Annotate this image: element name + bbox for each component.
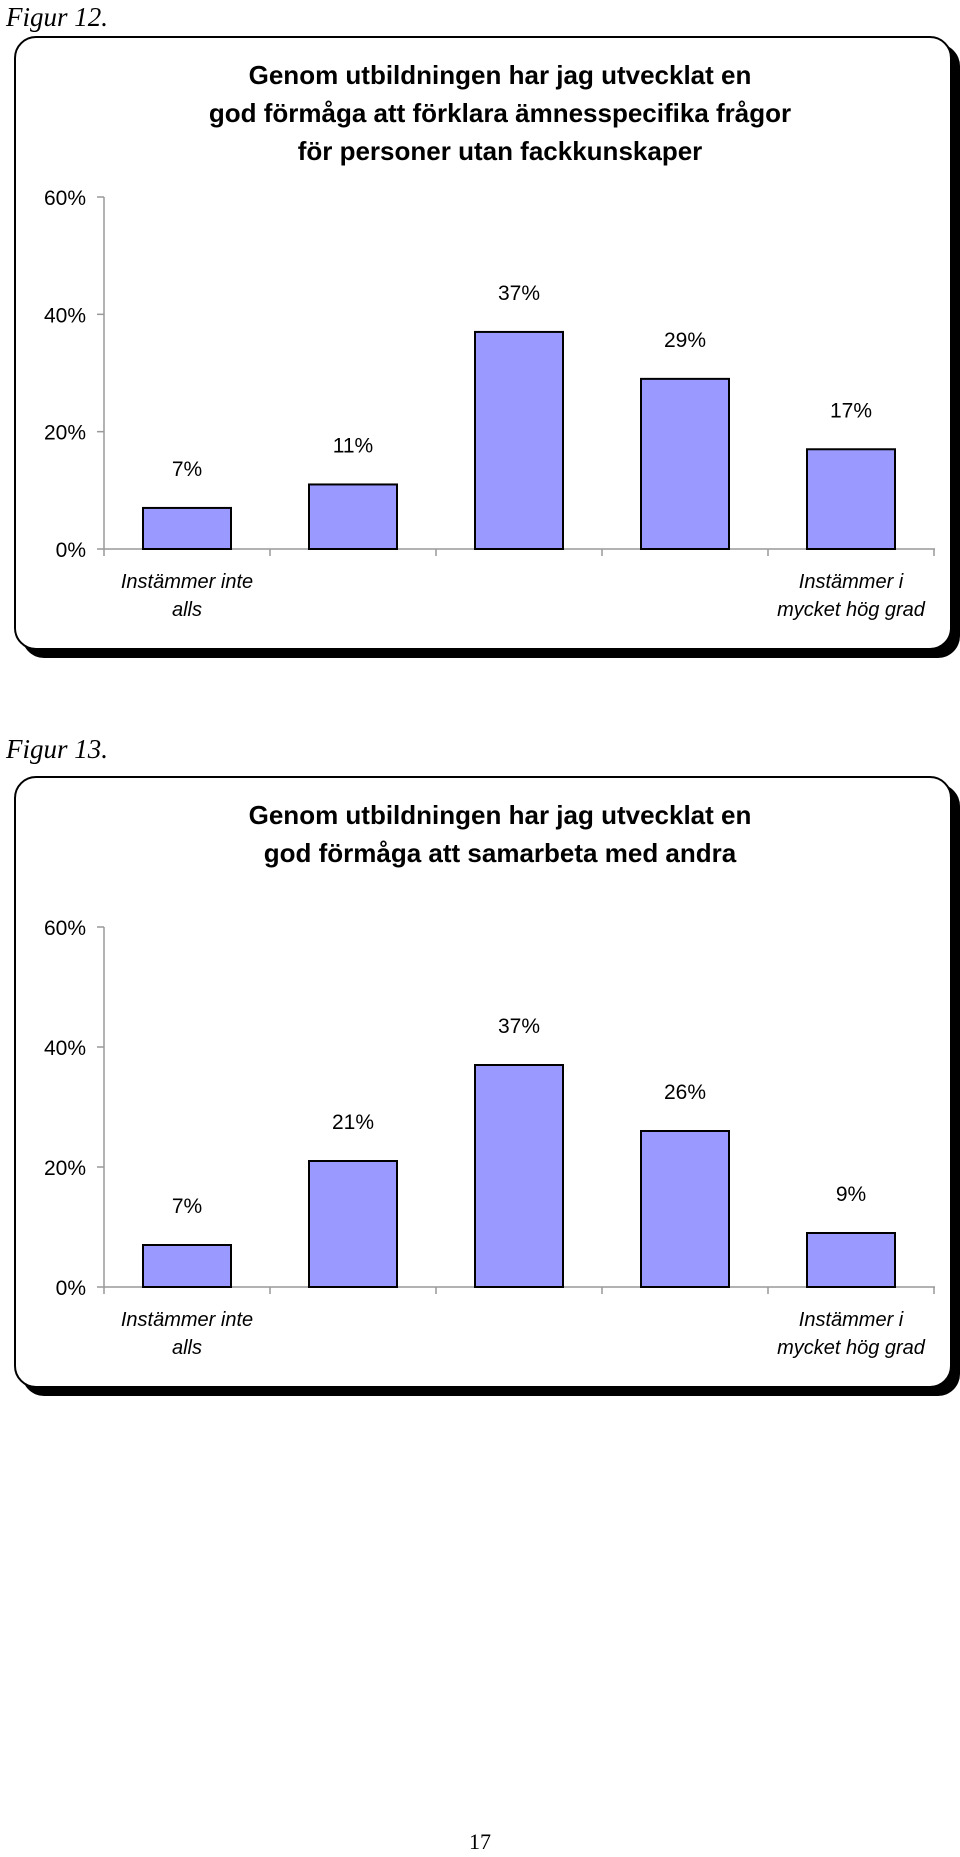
x-category-label: mycket hög grad xyxy=(777,599,926,621)
x-category-label: alls xyxy=(172,599,202,621)
y-tick-label: 20% xyxy=(44,422,86,445)
y-tick-label: 60% xyxy=(44,917,86,940)
y-tick-label: 0% xyxy=(56,1277,86,1300)
bar xyxy=(308,483,398,551)
data-label: 37% xyxy=(498,282,540,305)
bar-chart: 0% 20% 40% 60% 7% 21% 37% 26% 9% Instämmer inte al… xyxy=(44,917,935,1359)
x-category-label: Instämmer inte xyxy=(121,1309,253,1331)
bar xyxy=(806,448,896,550)
bar xyxy=(308,1160,398,1288)
y-tick-label: 0% xyxy=(56,539,86,562)
bar xyxy=(640,1130,730,1288)
data-label: 17% xyxy=(830,399,872,422)
data-label: 26% xyxy=(664,1081,706,1104)
x-category-label: Instämmer i xyxy=(799,571,904,593)
x-category-label: Instämmer inte xyxy=(121,571,253,593)
data-label: 21% xyxy=(332,1111,374,1134)
bar-chart: 0% 20% 40% 60% 7% 11% 37% 29% 17% Instämmer inte a… xyxy=(44,187,935,621)
data-label: 7% xyxy=(172,1195,202,1218)
chart-title: Genom utbildningen har jag utvecklat en … xyxy=(248,800,752,868)
y-tick-label: 20% xyxy=(44,1157,86,1180)
data-label: 7% xyxy=(172,458,202,481)
data-label: 11% xyxy=(333,434,373,457)
figure-caption: Figur 12. xyxy=(6,2,109,32)
x-category-label: alls xyxy=(172,1337,202,1359)
figure-caption: Figur 13. xyxy=(6,734,109,764)
bar xyxy=(640,377,730,550)
bar xyxy=(806,1232,896,1288)
y-tick-label: 40% xyxy=(44,304,86,327)
bar xyxy=(142,1244,232,1288)
bar xyxy=(474,1064,564,1288)
y-tick-label: 60% xyxy=(44,187,86,210)
chart-title: Genom utbildningen har jag utvecklat en … xyxy=(208,60,792,166)
data-label: 29% xyxy=(664,329,706,352)
data-label: 9% xyxy=(836,1183,866,1206)
x-category-label: Instämmer i xyxy=(799,1309,904,1331)
data-label: 37% xyxy=(498,1015,540,1038)
page-number: 17 xyxy=(469,1829,491,1854)
bar xyxy=(474,330,564,550)
bar xyxy=(142,506,232,550)
y-tick-label: 40% xyxy=(44,1037,86,1060)
x-category-label: mycket hög grad xyxy=(777,1337,926,1359)
